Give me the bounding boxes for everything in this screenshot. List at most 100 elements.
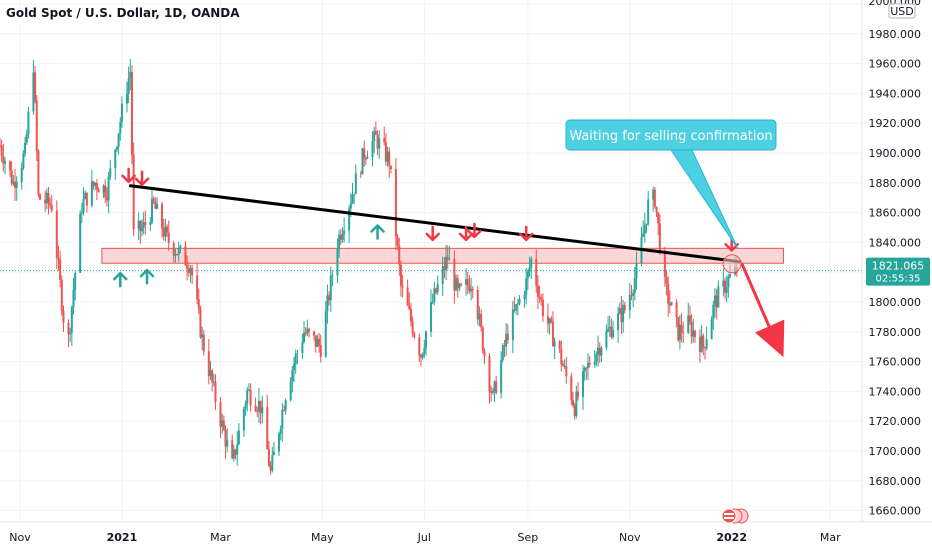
down-arrow-marker <box>518 225 534 242</box>
candle-body <box>279 428 282 434</box>
candle-body <box>60 279 63 311</box>
candle-body <box>678 324 681 341</box>
candle-body <box>94 183 97 186</box>
y-tick-label: 1680.000 <box>869 475 922 488</box>
candle-body <box>212 381 215 383</box>
y-tick-label: 1900.000 <box>869 147 922 160</box>
candle-body <box>289 381 292 401</box>
candle-body <box>595 353 598 362</box>
candle-body <box>90 181 93 206</box>
candle-body <box>226 440 229 447</box>
candle-body <box>366 157 369 159</box>
candle-body <box>32 72 35 112</box>
callout-text: Waiting for selling confirmation <box>569 129 772 144</box>
candle-body <box>513 309 516 311</box>
candle-body <box>0 145 1 147</box>
candle-body <box>575 391 578 417</box>
y-tick-label: 1880.000 <box>869 177 922 190</box>
candle-body <box>409 309 412 322</box>
candle-body <box>600 347 603 356</box>
candle-body <box>199 308 202 338</box>
candle-body <box>526 271 529 279</box>
candle-body <box>14 181 17 188</box>
candle-body <box>455 278 458 291</box>
candle-body <box>430 302 432 332</box>
candle-body <box>712 304 715 320</box>
candle-body <box>453 259 456 291</box>
candle-body <box>149 221 152 225</box>
up-arrow-marker <box>139 268 155 285</box>
x-tick-label: Nov <box>619 531 641 544</box>
callout[interactable]: Waiting for selling confirmation <box>565 119 777 250</box>
y-tick-label: 1960.000 <box>869 58 922 71</box>
current-price-value: 1821.065 <box>872 260 925 273</box>
candle-body <box>57 257 60 260</box>
candle-body <box>79 213 82 273</box>
candle-body <box>256 411 259 413</box>
candle-body <box>84 192 87 199</box>
candle-body <box>156 204 159 209</box>
y-tick-label: 1840.000 <box>869 236 922 249</box>
candle-body <box>480 313 483 328</box>
candle-body <box>490 391 493 393</box>
candle-body <box>12 181 15 184</box>
touch-circle <box>722 254 742 274</box>
candle-body <box>49 203 52 206</box>
candle-body <box>488 356 491 392</box>
down-arrow-marker <box>458 225 474 242</box>
candle-body <box>550 318 553 322</box>
candle-body <box>652 189 655 200</box>
candle-body <box>154 201 157 209</box>
candle-body <box>541 299 544 317</box>
down-arrow-marker <box>425 225 440 242</box>
candle-body <box>313 331 316 336</box>
candle-body <box>22 153 25 168</box>
candle-body <box>389 165 392 170</box>
candle-body <box>242 408 245 431</box>
candle-body <box>597 347 600 354</box>
candle-body <box>59 259 62 280</box>
y-axis-labels: 1660.000 1680.000 1700.000 1720.000 1740.000… <box>869 0 922 518</box>
candle-body <box>129 71 132 79</box>
candle-body <box>353 194 356 196</box>
candle-body <box>398 245 401 265</box>
candle-body <box>700 335 703 352</box>
candle-body <box>371 141 374 158</box>
candle-body <box>577 391 580 397</box>
candle-body <box>166 226 169 233</box>
candle-body <box>318 338 321 346</box>
candle-body <box>394 169 397 237</box>
currency-badge[interactable] <box>888 3 916 19</box>
candle-body <box>500 359 503 393</box>
candle-body <box>363 148 366 159</box>
candle-body <box>44 199 47 204</box>
candle-body <box>617 313 620 331</box>
economic-event-icon[interactable] <box>721 508 749 524</box>
candle-body <box>605 331 608 348</box>
candle-body <box>396 236 399 246</box>
candle-body <box>359 173 362 175</box>
candle-body <box>518 299 521 304</box>
candle-body <box>271 455 274 471</box>
candle-body <box>702 335 705 348</box>
candle-body <box>341 234 344 240</box>
candle-body <box>433 288 436 302</box>
candle-body <box>553 341 556 347</box>
candle-body <box>207 351 210 377</box>
candle-body <box>104 185 107 198</box>
candle-body <box>632 292 635 296</box>
x-tick-label: May <box>311 531 334 544</box>
candle-body <box>224 430 227 447</box>
candle-body <box>535 258 538 286</box>
candle-body <box>713 295 716 305</box>
candle-body <box>319 345 322 357</box>
currency-label: USD <box>890 5 914 18</box>
candle-body <box>583 367 586 372</box>
candle-body <box>186 265 189 270</box>
candle-body <box>401 285 404 288</box>
candle-body <box>436 284 439 293</box>
candle-body <box>612 330 615 338</box>
down-arrow-marker <box>467 222 482 239</box>
